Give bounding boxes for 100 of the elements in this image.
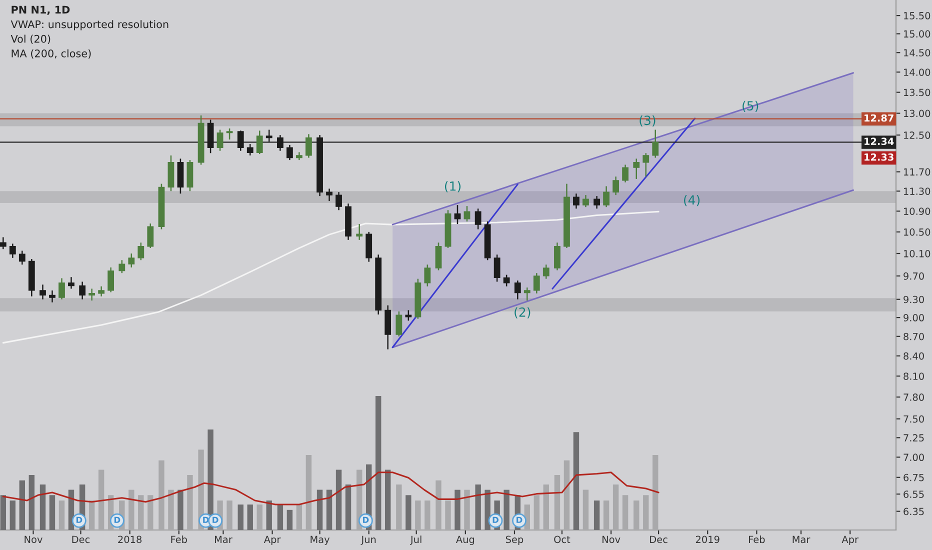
bar — [178, 490, 184, 530]
annotation: VWAP: unsupported resolution — [10, 20, 168, 30]
bar — [88, 500, 95, 530]
bar — [643, 495, 649, 530]
bar — [543, 484, 549, 530]
line-series — [2, 210, 660, 344]
annotation: (1) — [444, 181, 461, 192]
y-tick-label: 10.50 — [904, 228, 930, 236]
annotation: D — [76, 516, 82, 523]
bar — [336, 470, 342, 530]
candlestick — [18, 250, 26, 266]
candlestick — [79, 281, 86, 300]
annotation: (5) — [742, 100, 758, 112]
bar — [98, 470, 104, 530]
bar — [306, 454, 312, 530]
x-tick-label: Sep — [506, 536, 524, 545]
y-tick-label: 9.70 — [904, 272, 924, 280]
y-tick-label: 6.55 — [904, 490, 924, 498]
bar — [445, 500, 451, 530]
annotation: D — [212, 516, 218, 523]
candlestick — [533, 272, 540, 294]
bar — [49, 495, 56, 530]
annotation: D — [492, 516, 499, 523]
candlestick — [612, 176, 619, 196]
y-tick-label: 9.00 — [904, 314, 924, 322]
candlestick — [396, 310, 402, 338]
x-tick-label: Dec — [650, 536, 668, 544]
y-tick-label: 14.50 — [904, 49, 930, 56]
candlestick — [503, 274, 510, 287]
x-tick-label: 2019 — [696, 536, 720, 544]
annotation: 12.33 — [864, 153, 894, 161]
bar — [277, 504, 284, 530]
bar — [406, 495, 412, 530]
candlestick — [582, 194, 589, 208]
bar — [19, 480, 26, 530]
bar — [316, 490, 323, 530]
x-tick-label: May — [310, 536, 330, 545]
y-tick-label: 15.50 — [904, 12, 930, 20]
y-tick-label: 11.70 — [904, 168, 930, 176]
y-tick-label: 7.80 — [904, 394, 924, 401]
bar — [187, 475, 193, 530]
bar — [582, 490, 589, 530]
candlestick — [58, 278, 65, 300]
annotation: MA (200, close) — [12, 49, 91, 59]
bar — [652, 454, 658, 530]
x-tick-label: 2018 — [118, 536, 142, 544]
bar — [158, 460, 164, 530]
candlestick — [128, 252, 135, 268]
candlestick — [542, 264, 550, 280]
bar — [396, 484, 402, 530]
bar — [475, 484, 481, 530]
x-tick-label: Nov — [24, 536, 42, 544]
candlestick — [424, 264, 431, 287]
candlestick — [138, 242, 144, 261]
y-tick-label: 8.10 — [904, 372, 924, 380]
x-tick-label: Feb — [749, 536, 765, 544]
y-tick-label: 6.75 — [904, 474, 924, 482]
x-tick-label: Jun — [360, 536, 376, 545]
candlestick — [147, 222, 154, 249]
annotation: Vol (20) — [10, 34, 50, 44]
candlestick — [256, 130, 263, 155]
bar — [375, 396, 382, 530]
bar — [573, 432, 580, 530]
bar — [345, 484, 352, 530]
y-tick-label: 7.00 — [904, 454, 924, 462]
y-tick-label: 7.50 — [904, 415, 924, 423]
bar — [424, 500, 430, 530]
candlestick — [68, 276, 74, 290]
bar — [504, 490, 510, 530]
candlestick — [633, 158, 640, 180]
bar — [594, 500, 600, 530]
bar — [128, 490, 134, 530]
candlestick — [118, 260, 126, 274]
bar — [612, 484, 619, 530]
annotation: (2) — [514, 307, 530, 318]
bar — [168, 490, 174, 530]
candlestick — [573, 192, 580, 210]
candlestick — [88, 288, 96, 302]
bar — [415, 500, 421, 530]
chart-title: PN N1, 1D — [12, 6, 70, 15]
candlestick — [594, 195, 600, 210]
y-tick-label: 10.90 — [904, 208, 930, 215]
ref-line-label: 12.34 — [864, 138, 894, 146]
candlestick — [464, 205, 470, 222]
x-tick-label: Mar — [214, 536, 232, 544]
candlestick — [40, 284, 46, 300]
candlestick — [226, 128, 233, 140]
bar — [247, 504, 253, 530]
bar — [534, 495, 540, 530]
candlestick — [474, 208, 482, 230]
ref-line-label: 12.87 — [864, 114, 894, 122]
candlestick — [9, 243, 16, 259]
bar — [603, 500, 610, 530]
bar — [464, 490, 470, 530]
candlestick — [49, 290, 56, 303]
candlestick — [652, 129, 659, 158]
candlestick — [0, 236, 6, 250]
y-tick-label: 7.25 — [904, 434, 924, 442]
y-tick-label: 15.00 — [904, 30, 930, 38]
candlestick — [435, 242, 442, 271]
